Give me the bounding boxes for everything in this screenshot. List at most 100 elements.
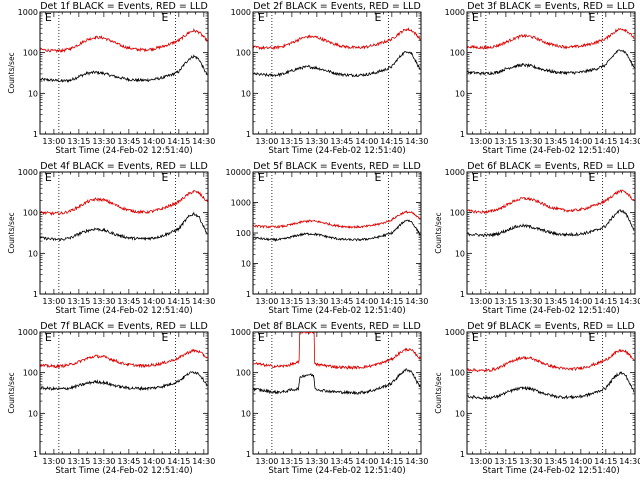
det-1-xtick-label: 13:45 — [117, 137, 140, 146]
det-5-ytick-label: 1 — [246, 290, 251, 299]
det-6-ytick-label: 100 — [450, 209, 465, 218]
det-4-ytick-label: 1 — [33, 290, 38, 299]
det-5-panel: Det 5f BLACK = Events, RED = LLD 1 10 100 10… — [226, 161, 429, 316]
det-2-events-series-line — [253, 50, 421, 78]
det-5-marker-flag: E — [375, 171, 382, 184]
det-3-ytick-label: 100 — [450, 49, 465, 58]
det-4-xtick-label: 14:00 — [142, 297, 165, 306]
det-3-events-series-line — [467, 49, 635, 77]
det-4-x-axis-label: Start Time (24-Feb-02 12:51:40) — [55, 306, 192, 316]
det-3-marker-flag: E — [589, 11, 596, 24]
det-7-xtick-label: 13:30 — [92, 457, 115, 466]
det-4-xtick-label: 13:45 — [117, 297, 140, 306]
det-5-xtick-label: 14:30 — [405, 297, 428, 306]
det-5-plot-frame — [252, 171, 422, 295]
det-8-ytick-label: 1000 — [231, 328, 251, 337]
det-8-ytick-label: 1 — [246, 450, 251, 459]
det-4-events-series-line — [40, 211, 208, 242]
det-6-plot-frame — [466, 171, 636, 295]
det-9-events-series-line — [467, 371, 635, 401]
det-3-xtick-label: 13:00 — [469, 137, 492, 146]
det-8-ytick-label: 100 — [236, 369, 251, 378]
det-5-x-axis-label: Start Time (24-Feb-02 12:51:40) — [268, 306, 405, 316]
det-1-ytick-label: 100 — [23, 49, 38, 58]
det-9-xtick-label: 13:00 — [469, 457, 492, 466]
det-7-marker-flag: E — [45, 331, 52, 344]
det-5-xtick-label: 14:15 — [380, 297, 403, 306]
det-5-xtick-label: 13:15 — [280, 297, 303, 306]
det-5-title: Det 5f BLACK = Events, RED = LLD — [253, 161, 421, 172]
det-4-lld-series-line — [40, 189, 208, 216]
det-8-events-series-line — [253, 368, 421, 396]
det-9-xtick-label: 13:15 — [494, 457, 517, 466]
det-6-ytick-label: 10 — [455, 249, 465, 258]
det-6-marker-flag: E — [472, 171, 479, 184]
det-2-marker-flag: E — [375, 11, 382, 24]
det-7-panel: Det 7f BLACK = Events, RED = LLD 1 10 100 10… — [7, 321, 215, 476]
det-9-x-axis-label: Start Time (24-Feb-02 12:51:40) — [482, 466, 619, 476]
det-9-ytick-label: 1 — [460, 450, 465, 459]
det-9-ytick-label: 100 — [450, 369, 465, 378]
det-2-ytick-label: 100 — [236, 49, 251, 58]
det-8-marker-flag: E — [258, 331, 265, 344]
det-4-marker-flag: E — [45, 171, 52, 184]
det-1-xtick-label: 13:30 — [92, 137, 115, 146]
det-6-xtick-label: 13:15 — [494, 297, 517, 306]
det-2-xtick-label: 14:30 — [405, 137, 428, 146]
det-9-marker-flag: E — [472, 331, 479, 344]
det-4-panel: Det 4f BLACK = Events, RED = LLD 1 10 100 10… — [7, 161, 215, 316]
det-7-xtick-label: 13:15 — [67, 457, 90, 466]
det-5-lld-series-line — [253, 210, 421, 229]
det-5-events-series-line — [253, 219, 421, 242]
det-1-xtick-label: 14:00 — [142, 137, 165, 146]
det-5-marker-flag: E — [258, 171, 265, 184]
det-7-events-series-line — [40, 371, 208, 392]
det-7-xtick-label: 14:00 — [142, 457, 165, 466]
det-3-ytick-label: 10 — [455, 89, 465, 98]
det-3-xtick-label: 14:15 — [594, 137, 617, 146]
det-1-xtick-label: 13:15 — [67, 137, 90, 146]
det-6-marker-flag: E — [589, 171, 596, 184]
det-1-xtick-label: 14:15 — [167, 137, 190, 146]
det-7-xtick-label: 13:00 — [42, 457, 65, 466]
det-4-ytick-label: 10 — [28, 249, 38, 258]
det-6-x-axis-label: Start Time (24-Feb-02 12:51:40) — [482, 306, 619, 316]
det-2-plot-frame — [252, 11, 422, 135]
det-1-ytick-label: 10 — [28, 89, 38, 98]
det-8-plot-frame — [252, 331, 422, 455]
det-5-xtick-label: 14:00 — [355, 297, 378, 306]
det-4-plot-frame — [39, 171, 209, 295]
det-9-marker-flag: E — [589, 331, 596, 344]
det-9-title: Det 9f BLACK = Events, RED = LLD — [467, 321, 635, 332]
det-1-title: Det 1f BLACK = Events, RED = LLD — [40, 1, 208, 12]
det-7-y-axis-label: Counts/sec — [7, 372, 16, 413]
det-3-xtick-label: 13:45 — [544, 137, 567, 146]
det-7-marker-flag: E — [162, 331, 169, 344]
det-5-xtick-label: 13:30 — [305, 297, 328, 306]
det-9-plot-frame — [466, 331, 636, 455]
det-4-ytick-label: 1000 — [18, 168, 38, 177]
det-7-xtick-label: 14:30 — [192, 457, 215, 466]
det-1-ytick-label: 1000 — [18, 8, 38, 17]
det-6-xtick-label: 13:30 — [519, 297, 542, 306]
det-3-marker-flag: E — [472, 11, 479, 24]
det-4-xtick-label: 14:15 — [167, 297, 190, 306]
det-3-xtick-label: 13:15 — [494, 137, 517, 146]
det-2-title: Det 2f BLACK = Events, RED = LLD — [253, 1, 421, 12]
det-1-panel: Det 1f BLACK = Events, RED = LLD 1 10 100 10… — [7, 1, 215, 156]
det-3-ytick-label: 1000 — [445, 8, 465, 17]
det-8-xtick-label: 14:00 — [355, 457, 378, 466]
det-3-panel: Det 3f BLACK = Events, RED = LLD 1 10 100 10… — [445, 1, 640, 156]
det-3-ytick-label: 1 — [460, 130, 465, 139]
det-8-xtick-label: 14:30 — [405, 457, 428, 466]
det-8-marker-flag: E — [375, 331, 382, 344]
det-3-plot-frame — [466, 11, 636, 135]
det-5-xtick-label: 13:45 — [330, 297, 353, 306]
det-9-xtick-label: 13:30 — [519, 457, 542, 466]
det-8-xtick-label: 13:45 — [330, 457, 353, 466]
det-9-ytick-label: 10 — [455, 409, 465, 418]
det-4-ytick-label: 100 — [23, 209, 38, 218]
det-1-y-axis-label: Counts/sec — [7, 52, 16, 93]
det-6-events-series-line — [467, 209, 635, 238]
det-2-xtick-label: 13:45 — [330, 137, 353, 146]
